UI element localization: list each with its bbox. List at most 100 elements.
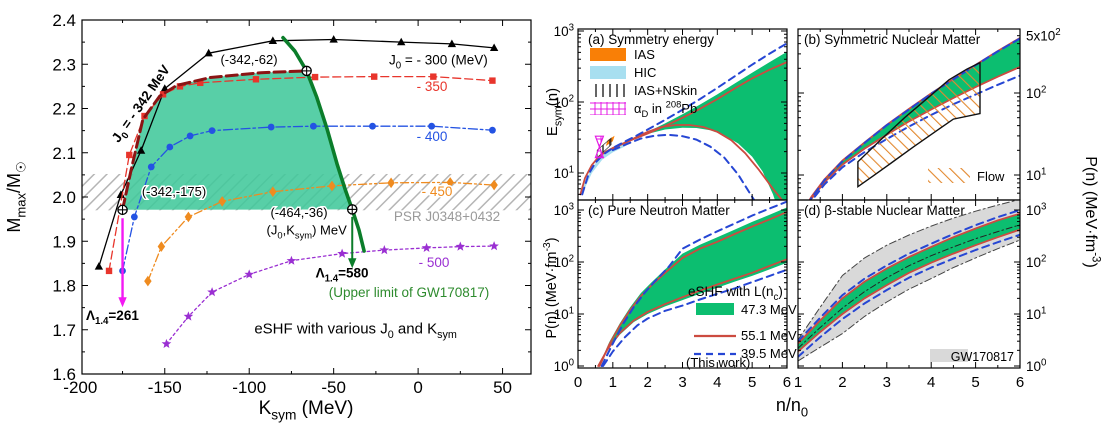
marker-circle	[186, 132, 194, 140]
curve	[611, 133, 755, 200]
marker-circle	[166, 143, 174, 151]
series-J0=-450	[147, 181, 495, 282]
marker-triangle	[447, 39, 457, 48]
marker-triangle	[94, 262, 104, 270]
x-tick-label: 1	[794, 374, 802, 391]
esym-y-axis-label: Esym(n)	[544, 88, 565, 136]
marker-circle	[147, 163, 155, 171]
series-label-400: - 400	[417, 129, 448, 144]
y-tick-label: 100	[1026, 357, 1047, 374]
marker-star	[207, 287, 217, 297]
legend-swatch-gw170817	[930, 349, 968, 362]
marker-triangle	[397, 37, 406, 46]
marker-square	[311, 73, 319, 81]
marker-square	[430, 73, 437, 80]
density-x-axis-label: n/n0	[776, 395, 808, 419]
panel-c-title: (c) Pure Neutron Matter	[588, 203, 730, 218]
panel-d-title: (d) β-stable Nuclear Matter	[804, 203, 965, 218]
x-tick-label: 6	[1016, 374, 1024, 391]
y-tick-label: 2.1	[52, 144, 76, 163]
y-tick-label: 1.9	[52, 232, 76, 251]
legend-swatch-flow	[928, 168, 970, 183]
curve	[602, 268, 787, 367]
curve	[798, 209, 1020, 343]
legend-swatch-iasnskin	[590, 84, 626, 97]
x-tick-label: 3	[678, 374, 686, 391]
y-tick-label: 1.8	[52, 277, 76, 296]
arrow-head	[118, 297, 127, 308]
marker-square	[489, 77, 496, 84]
marker-square	[105, 267, 113, 275]
curve	[600, 200, 787, 367]
psr-band-label: PSR J0348+0432	[394, 209, 500, 224]
marker-star	[337, 248, 347, 258]
panel-a: 103 102 101	[554, 22, 788, 201]
y-tick-label: 2.4	[52, 11, 76, 30]
legend-label-alphad: αD in 208Pb	[634, 99, 697, 119]
x-tick-label: 5	[748, 374, 756, 391]
marker-star	[455, 241, 466, 251]
y-tick-label: 1.6	[52, 365, 76, 384]
arrow-head	[348, 258, 357, 269]
marker-circle	[309, 122, 317, 130]
y-tick-label: 2.3	[52, 55, 76, 74]
legend-label-39: 39.5 MeV	[741, 346, 797, 361]
y-tick-label: 100	[554, 357, 575, 374]
marker-diamond	[218, 196, 226, 207]
curve	[598, 211, 787, 367]
y-tick-label: 5x102	[1026, 27, 1061, 44]
curve	[798, 212, 1020, 345]
legend-label-iasnskin: IAS+NSkin	[634, 83, 697, 98]
marker-star	[489, 241, 499, 251]
y-tick-label: 2.2	[52, 100, 76, 119]
curve	[798, 200, 1020, 341]
allowed-region-fill	[122, 70, 352, 210]
marker-square	[252, 76, 260, 83]
marker-star	[286, 255, 297, 265]
series-label-450: - 450	[422, 184, 453, 199]
marker-circle	[208, 127, 216, 135]
legend-title-eshf: eSHF with L(nc)	[688, 284, 783, 303]
marker-square	[370, 73, 378, 80]
x-tick-label: 4	[927, 374, 935, 391]
curve	[611, 124, 783, 200]
x-tick-label: 5	[971, 374, 979, 391]
x-tick-label: 0	[574, 374, 582, 391]
legend-label-hic: HIC	[634, 65, 656, 80]
x-tick-label: 4	[713, 374, 721, 391]
static-label-layer: (a) Symmetry energy (b) Symmetric Nuclea…	[140, 32, 1014, 370]
x-tick-label: -100	[232, 378, 266, 397]
marker-diamond	[446, 177, 454, 188]
curve	[597, 258, 787, 367]
marker-triangle	[136, 146, 146, 154]
series-label-500: - 500	[419, 255, 450, 270]
annotation: eSHF with various J0 and Ksym	[254, 320, 457, 341]
curve	[798, 233, 1020, 358]
y-tick-label: 2.0	[52, 188, 76, 207]
curve	[798, 228, 1020, 353]
marker-square	[197, 79, 204, 87]
gw-upper-limit-label: (Upper limit of GW170817)	[329, 285, 490, 300]
legend-label-47: 47.3 MeV	[741, 302, 797, 317]
x-tick-label: 3	[883, 374, 891, 391]
pnm-y-axis-label: P(n) (MeV·fm-3)	[542, 237, 560, 338]
flow-constraint-region	[857, 61, 981, 189]
x-tick-label: 6	[783, 374, 791, 391]
y-tick-label: 1.7	[52, 321, 76, 340]
marker-triangle	[204, 48, 213, 57]
band-green_fill	[597, 207, 787, 366]
x-tick-label: 2	[643, 374, 651, 391]
curve	[798, 224, 1020, 349]
curve	[809, 37, 1020, 200]
legend-label-ias: IAS	[634, 47, 655, 62]
x-tick-label: 50	[493, 378, 512, 397]
y-tick-label: 102	[554, 253, 574, 270]
chart-render-layer: 1.6 1.7 1.8 1.9 2.0 2.1 2.2 2.3 2.4 -200 -150 -100 -…	[4, 11, 1101, 423]
marker-square	[126, 151, 133, 159]
panel-d: 103 102 101 100 1 2 3 4 5 6	[794, 199, 1047, 391]
y-tick-label: 103	[1026, 201, 1046, 218]
